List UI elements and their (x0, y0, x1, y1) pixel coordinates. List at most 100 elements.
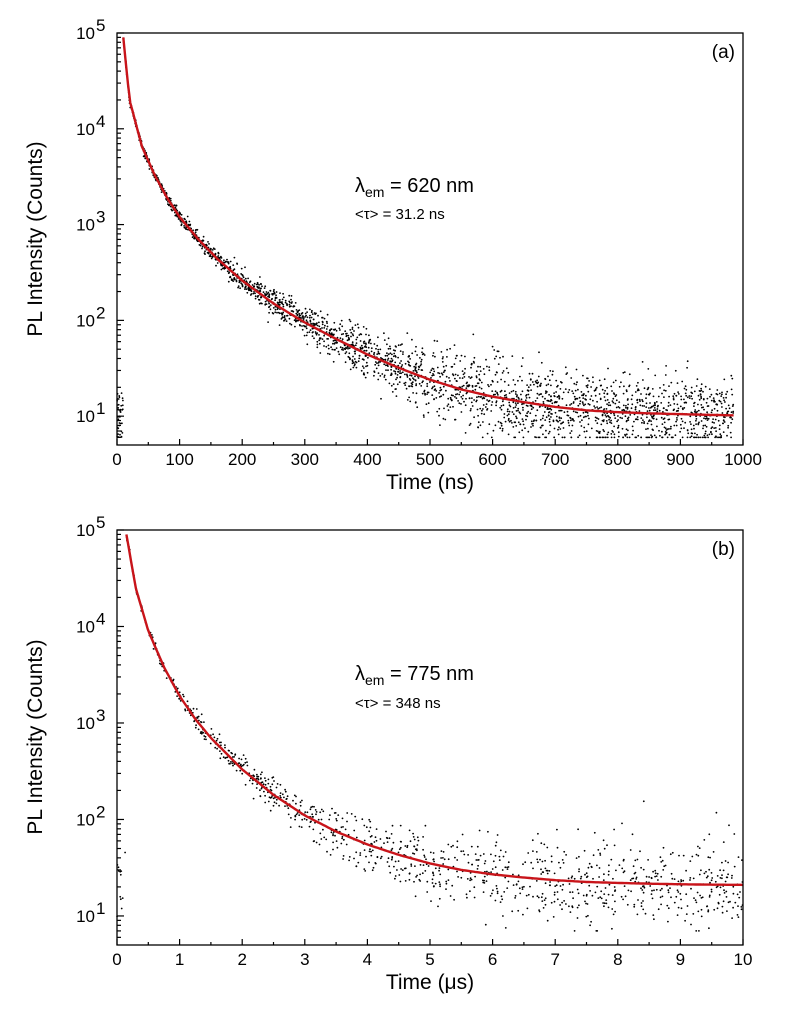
data-point (244, 761, 247, 764)
data-point (606, 412, 608, 415)
y-tick-label: 10 (76, 521, 95, 540)
data-point (598, 432, 601, 435)
data-point (625, 390, 628, 393)
data-point (379, 348, 382, 351)
data-point (532, 850, 534, 852)
data-point (411, 338, 413, 341)
data-point (649, 885, 652, 887)
data-point (541, 424, 544, 427)
data-point (553, 392, 555, 394)
data-point (230, 279, 233, 281)
data-point (447, 879, 450, 881)
data-point (677, 880, 680, 883)
data-point (600, 423, 603, 426)
data-point (588, 884, 591, 887)
data-point (608, 864, 610, 867)
data-point (395, 346, 397, 348)
data-point (226, 270, 229, 273)
data-point (686, 905, 689, 907)
data-point (310, 311, 313, 314)
data-point (580, 391, 583, 393)
data-point (685, 401, 688, 404)
data-point (208, 243, 210, 245)
data-point (460, 354, 463, 357)
data-point (344, 330, 347, 333)
data-point (328, 331, 331, 334)
data-point (506, 414, 509, 417)
data-point (685, 388, 688, 391)
data-point (474, 385, 477, 387)
data-point (684, 919, 686, 922)
data-point (122, 399, 124, 402)
data-point (338, 353, 341, 356)
data-point (323, 345, 325, 347)
data-point (289, 826, 292, 828)
data-point (230, 751, 233, 754)
data-point (538, 910, 541, 913)
data-point (577, 415, 580, 418)
data-point (328, 329, 331, 332)
data-point (561, 436, 564, 439)
data-point (531, 381, 534, 383)
data-point (389, 352, 392, 355)
data-point (580, 875, 583, 878)
data-point (300, 826, 303, 828)
data-point (406, 332, 409, 334)
data-point (549, 407, 552, 410)
data-point (689, 860, 692, 862)
data-point (487, 830, 489, 833)
data-point (318, 339, 321, 342)
data-point (700, 915, 703, 918)
data-point (203, 252, 206, 255)
data-point (544, 392, 547, 394)
lambda-symbol-a: λ (355, 175, 365, 197)
data-point (452, 394, 454, 397)
data-point (224, 260, 227, 263)
data-point (581, 401, 584, 404)
data-point (702, 427, 704, 430)
data-point (473, 886, 476, 889)
data-point (315, 811, 318, 813)
data-point (548, 430, 551, 433)
data-point (658, 429, 660, 432)
data-point (696, 410, 698, 413)
data-point (267, 800, 270, 803)
data-point (290, 295, 293, 297)
data-point (485, 880, 488, 882)
data-point (611, 390, 613, 392)
data-point (699, 390, 702, 392)
data-point (473, 416, 475, 419)
data-point (474, 853, 477, 855)
data-point (596, 417, 598, 420)
data-point (536, 385, 539, 388)
data-point (203, 721, 205, 723)
data-point (711, 426, 714, 428)
data-point (302, 315, 304, 318)
data-point (613, 433, 616, 436)
data-point (404, 880, 407, 882)
data-point (732, 906, 734, 909)
data-point (502, 355, 504, 358)
data-point (495, 355, 498, 358)
data-point (627, 419, 630, 421)
data-point (496, 892, 499, 895)
data-point (355, 836, 358, 839)
data-point (376, 344, 379, 347)
data-point (349, 320, 352, 323)
data-point (698, 398, 701, 401)
data-point (461, 370, 464, 372)
data-point (714, 427, 717, 429)
data-point (703, 417, 705, 420)
y-tick-label: 10 (76, 120, 95, 139)
data-point (737, 905, 739, 907)
y-tick-label: 10 (76, 907, 95, 926)
data-point (406, 376, 409, 378)
y-tick-label: 10 (76, 714, 95, 733)
data-point (433, 885, 435, 887)
data-point (422, 836, 424, 838)
data-point (636, 913, 639, 916)
data-point (228, 271, 231, 274)
data-point (387, 369, 389, 372)
data-point (401, 869, 404, 871)
x-tick-label: 10 (734, 950, 753, 969)
